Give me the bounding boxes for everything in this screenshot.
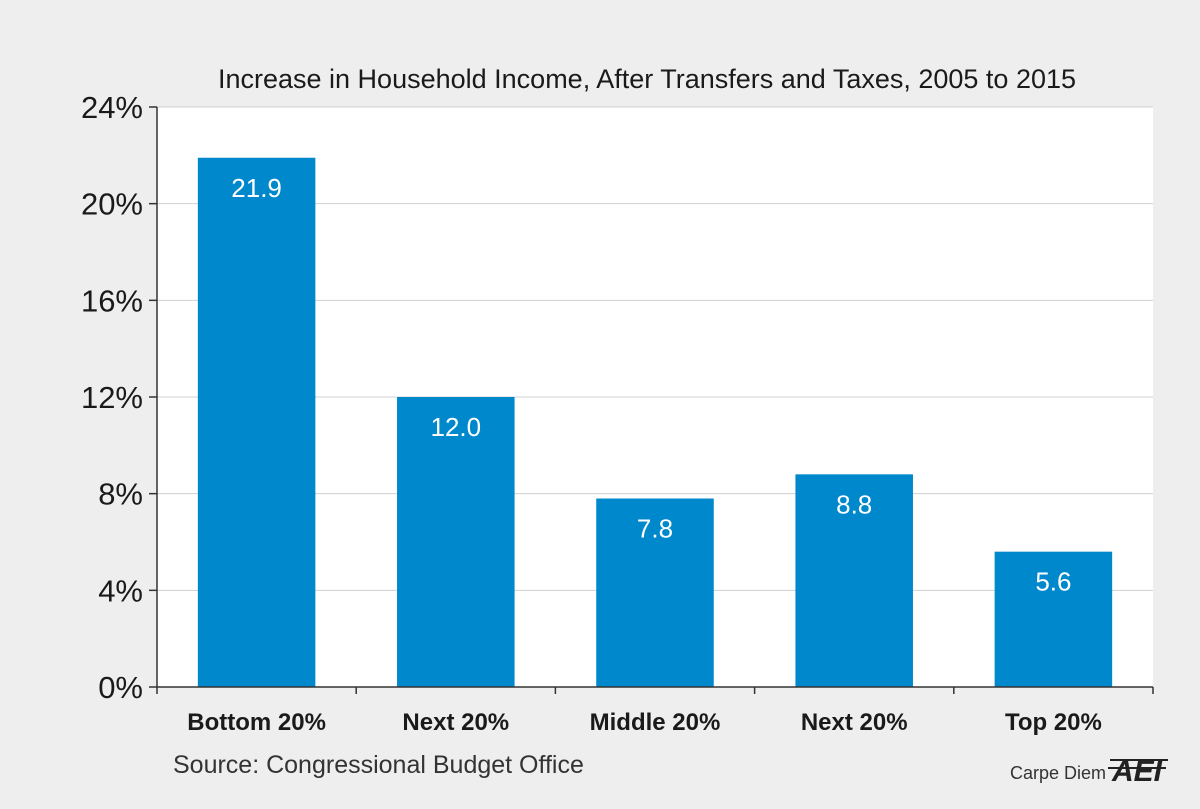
gridlines <box>157 106 1153 591</box>
y-tick-label: 0% <box>98 670 143 705</box>
value-labels: 21.9 12.0 7.8 8.8 5.6 <box>231 173 1071 597</box>
x-axis: Bottom 20% Next 20% Middle 20% Next 20% Top … <box>156 686 1154 736</box>
bar-value-label: 8.8 <box>836 489 872 519</box>
y-tick-label: 24% <box>81 90 143 125</box>
x-tick-label: Next 20% <box>402 709 509 736</box>
bar <box>596 498 714 687</box>
y-axis: 0% 4% 8% 12% 16% 20% 24% <box>81 90 158 705</box>
bar-value-label: 5.6 <box>1035 567 1071 597</box>
y-tick-label: 20% <box>81 187 143 222</box>
source-note: Source: Congressional Budget Office <box>173 751 584 779</box>
bar <box>795 474 913 687</box>
bar <box>994 551 1113 687</box>
bar-value-label: 7.8 <box>637 514 673 544</box>
x-tick-label: Middle 20% <box>590 709 721 736</box>
x-tick-label: Bottom 20% <box>187 709 326 736</box>
y-tick-label: 16% <box>81 283 143 318</box>
y-tick-label: 12% <box>81 380 143 415</box>
bar <box>397 397 515 687</box>
x-tick-label: Next 20% <box>801 709 908 736</box>
brand-label: Carpe Diem <box>1010 763 1106 783</box>
y-tick-label: 4% <box>98 573 143 608</box>
x-tick-label: Top 20% <box>1005 709 1102 736</box>
bar <box>197 157 316 687</box>
y-tick-label: 8% <box>98 477 143 512</box>
bar-value-label: 21.9 <box>231 173 282 203</box>
aei-logo: AEI <box>1108 755 1168 788</box>
chart-title: Increase in Household Income, After Tran… <box>218 64 1076 94</box>
bar-value-label: 12.0 <box>430 412 481 442</box>
bars <box>197 157 1113 687</box>
